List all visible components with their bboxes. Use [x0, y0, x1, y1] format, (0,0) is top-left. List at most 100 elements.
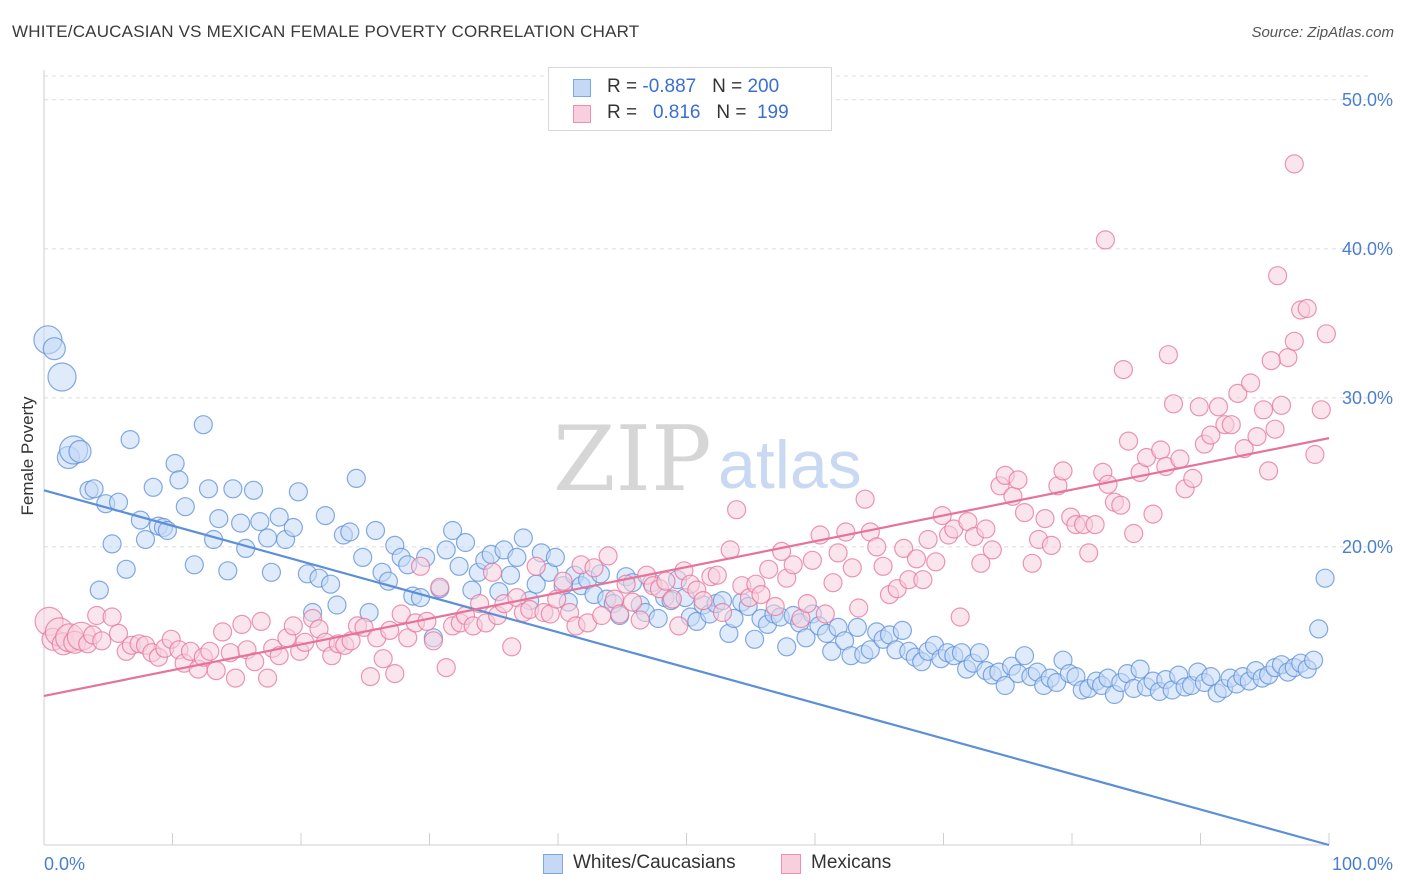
point-whites	[1315, 568, 1335, 588]
watermark-zip: ZIP	[553, 407, 712, 512]
point-whites	[120, 430, 140, 450]
legend-swatch-whites	[543, 854, 563, 874]
point-mexicans	[1111, 495, 1131, 515]
series-mexicans-points	[34, 154, 1337, 688]
point-whites	[42, 337, 66, 361]
point-mexicans	[1113, 360, 1134, 380]
point-mexicans	[1271, 395, 1292, 415]
point-mexicans	[1253, 400, 1274, 420]
point-mexicans	[1035, 508, 1055, 529]
point-mexicans	[918, 529, 938, 550]
point-mexicans	[1183, 468, 1203, 488]
point-mexicans	[232, 614, 252, 635]
point-mexicans	[1240, 373, 1261, 393]
point-mexicans	[283, 616, 303, 636]
point-mexicans	[269, 646, 289, 666]
point-whites	[443, 520, 463, 541]
point-mexicans	[656, 571, 676, 591]
point-mexicans	[251, 611, 271, 632]
point-whites	[261, 562, 281, 582]
point-whites	[89, 580, 109, 600]
point-whites	[346, 468, 366, 488]
point-mexicans	[206, 660, 226, 681]
point-whites	[455, 532, 476, 553]
point-mexicans	[836, 522, 856, 542]
point-mexicans	[102, 607, 122, 627]
point-mexicans	[391, 604, 411, 624]
point-mexicans	[385, 663, 405, 684]
point-whites	[315, 505, 335, 526]
point-mexicans	[1163, 394, 1184, 414]
point-mexicans	[526, 556, 546, 576]
x-tick-label: 0.0%	[44, 854, 85, 874]
point-mexicans	[1278, 348, 1298, 368]
point-whites	[353, 547, 373, 568]
point-mexicans	[913, 570, 933, 590]
point-whites	[68, 439, 92, 464]
point-whites	[847, 617, 868, 638]
point-whites	[269, 507, 289, 527]
point-whites	[1303, 650, 1324, 670]
trend-lines	[43, 437, 1330, 847]
point-whites	[143, 477, 163, 497]
point-mexicans	[592, 605, 612, 626]
legend-label-mexicans: Mexicans	[811, 852, 892, 873]
point-mexicans	[797, 593, 817, 614]
point-mexicans	[108, 623, 129, 644]
point-whites	[340, 522, 360, 542]
point-mexicans	[802, 550, 823, 570]
point-mexicans	[398, 628, 418, 648]
point-mexicans	[712, 602, 733, 623]
legend-n-value: 199	[756, 102, 789, 123]
legend-swatch-whites	[573, 79, 591, 97]
point-whites	[969, 643, 990, 663]
point-mexicans	[751, 584, 771, 605]
point-mexicans	[1189, 397, 1209, 417]
point-whites	[513, 528, 533, 548]
point-whites	[796, 628, 816, 648]
point-mexicans	[553, 571, 573, 591]
gridlines	[44, 75, 1370, 548]
point-mexicans	[1014, 502, 1035, 523]
legend-swatch-mexicans	[781, 854, 801, 874]
point-mexicans	[894, 538, 914, 559]
legend-n-label: N =	[716, 102, 752, 123]
point-mexicans	[693, 590, 713, 611]
point-whites	[102, 534, 122, 554]
series-legend: Whites/Caucasians Mexicans	[0, 852, 1406, 878]
point-mexicans	[1311, 400, 1331, 420]
point-mexicans	[1261, 351, 1281, 371]
point-whites	[243, 480, 264, 500]
point-mexicans	[950, 607, 970, 627]
point-mexicans	[982, 540, 1002, 560]
point-mexicans	[1170, 449, 1190, 469]
point-mexicans	[765, 596, 785, 617]
point-mexicans	[436, 657, 456, 678]
point-mexicans	[423, 631, 443, 651]
point-mexicans	[759, 559, 779, 579]
point-whites	[777, 637, 797, 657]
point-mexicans	[707, 565, 727, 585]
point-mexicans	[1053, 461, 1073, 481]
point-whites	[218, 561, 238, 581]
legend-label-whites: Whites/Caucasians	[573, 852, 736, 873]
point-mexicans	[1221, 415, 1241, 435]
point-whites	[198, 479, 219, 499]
point-mexicans	[726, 500, 747, 520]
point-mexicans	[842, 558, 862, 578]
point-whites	[258, 528, 278, 548]
point-whites	[365, 520, 386, 541]
point-mexicans	[1008, 470, 1028, 490]
point-whites	[250, 511, 270, 532]
axes	[43, 70, 1330, 846]
point-mexicans	[971, 553, 991, 573]
point-mexicans	[867, 537, 887, 557]
point-mexicans	[823, 573, 843, 593]
point-mexicans	[213, 622, 233, 642]
legend-n-value: 200	[747, 76, 780, 97]
point-whites	[321, 574, 341, 594]
point-mexicans	[482, 562, 503, 582]
point-whites	[436, 540, 456, 560]
point-mexicans	[258, 668, 278, 688]
point-whites	[860, 640, 880, 660]
